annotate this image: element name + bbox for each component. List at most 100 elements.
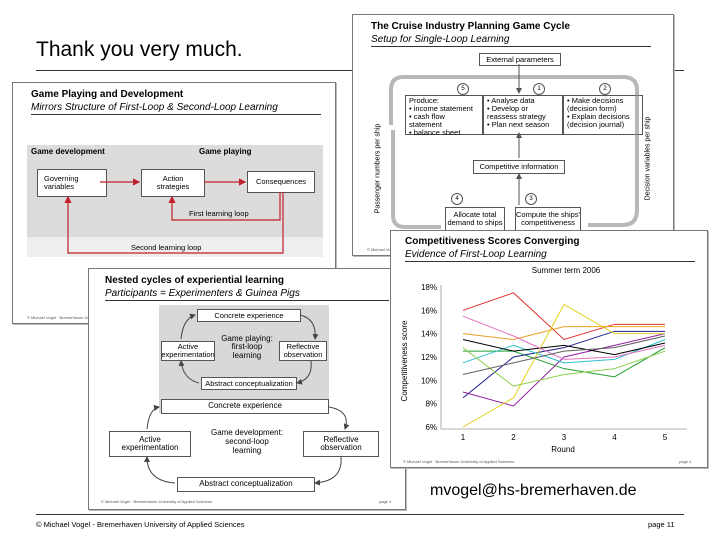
inner-concrete-box: Concrete experience (197, 309, 301, 322)
outer-abstract-box: Abstract conceptualization (177, 477, 315, 492)
chart-slide-title: Competitiveness Scores Converging (405, 236, 580, 247)
outer-active-box: Active experimentation (109, 431, 191, 457)
outer-center-line: Game development: (210, 428, 284, 437)
page-title: Thank you very much. (36, 38, 243, 61)
slide-cruise-cycle: The Cruise Industry Planning Game Cycle … (352, 14, 674, 256)
series-line-s6 (462, 339, 666, 364)
slide-competitiveness-chart: Competitiveness Scores Converging Eviden… (390, 230, 708, 468)
series-line-s4 (462, 330, 665, 399)
step-1-marker: 1 (533, 83, 545, 95)
governing-line: variables (44, 182, 75, 191)
cruise-subtitle: Setup for Single-Loop Learning (371, 34, 510, 45)
y-tick-label: 12% (421, 353, 437, 362)
outer-active-line: Active (139, 434, 161, 444)
outer-reflective-line: Reflective (323, 434, 359, 444)
chart-slide-subtitle: Evidence of First-Loop Learning (405, 249, 547, 260)
series-line-s9 (462, 315, 666, 360)
footer-right: page 11 (648, 520, 675, 529)
inner-active-line: experimentation (161, 350, 215, 359)
decide-item: (decision journal) (567, 119, 625, 129)
inner-center-line: learning (232, 350, 262, 360)
produce-box: Produce: • income statement • cash flow … (405, 95, 483, 137)
step-3-marker: 3 (525, 193, 537, 205)
second-loop-label: Second learning loop (131, 243, 202, 252)
contact-email[interactable]: mvogel@hs-bremerhaven.de (430, 482, 637, 499)
y-tick-label: 16% (421, 306, 437, 315)
series-line-s11 (462, 335, 666, 375)
chart-title: Summer term 2006 (532, 266, 601, 275)
compute-line: competitiveness (521, 218, 575, 227)
series-line-s2 (462, 326, 665, 341)
allocate-line: demand to ships (447, 218, 503, 227)
step-2-marker: 2 (599, 83, 611, 95)
y-tick-label: 18% (421, 283, 437, 292)
allocate-box: Allocate total demand to ships (445, 207, 505, 231)
outer-center-line: second-loop (225, 436, 269, 446)
y-tick-label: 14% (421, 330, 437, 339)
action-strategies-box: Action strategies (141, 169, 205, 197)
consequences-box: Consequences (247, 171, 315, 193)
competitive-information-box: Competitive information (473, 160, 565, 174)
first-loop-label: First learning loop (189, 209, 249, 218)
x-tick-label: 2 (511, 433, 516, 442)
inner-center-line: Game playing: (221, 334, 273, 343)
series-line-s1 (462, 292, 665, 341)
series-line-s8 (462, 339, 666, 356)
series-line-s5 (462, 333, 666, 407)
passenger-numbers-label: Passenger numbers per ship (374, 123, 382, 214)
inner-abstract-box: Abstract conceptualization (201, 377, 297, 390)
nested-page-tag: page 4 (379, 499, 392, 504)
x-tick-label: 3 (562, 433, 567, 442)
game-copyright: © Michael Vogel · Bremerhaven University… (27, 315, 139, 320)
produce-item: • balance sheet (409, 127, 461, 137)
step-5-marker: 5 (457, 83, 469, 95)
outer-reflective-line: observation (320, 443, 362, 452)
governing-line: Governing (44, 174, 79, 184)
inner-reflective-line: observation (283, 350, 323, 359)
footer-rule (36, 514, 684, 515)
analyse-item: • Plan next season (487, 119, 550, 129)
step-4-marker: 4 (451, 193, 463, 205)
compute-box: Compute the ships' competitiveness (515, 207, 581, 231)
governing-variables-box: Governing variables (37, 169, 107, 197)
nested-title: Nested cycles of experiential learning (105, 275, 284, 286)
line-chart: Summer term 2006 Competitiveness score R… (400, 266, 687, 454)
footer-left: © Michael Vogel - Bremerhaven University… (36, 520, 245, 529)
produce-item: • cash flow statement (409, 111, 445, 129)
slide-nested-cycles: Nested cycles of experiential learning P… (88, 268, 406, 510)
chart-page-tag: page 4 (679, 459, 692, 464)
action-line: strategies (156, 182, 190, 191)
x-tick-label: 1 (461, 433, 466, 442)
analyse-box: • Analyse data • Develop or reassess str… (483, 95, 563, 135)
outer-active-line: experimentation (121, 443, 179, 452)
x-tick-label: 5 (663, 433, 668, 442)
outer-center-text: Game development: second-loop learning (205, 428, 289, 455)
decide-box: • Make decisions (decision form) • Expla… (563, 95, 643, 135)
cruise-rule (371, 46, 651, 47)
action-line: Action (162, 174, 184, 184)
inner-active-box: Active experimentation (161, 341, 215, 361)
game-rule (31, 114, 321, 115)
inner-reflective-box: Reflective observation (279, 341, 327, 361)
inner-reflective-line: Reflective (286, 342, 320, 352)
cruise-arrows (389, 64, 639, 229)
inner-active-line: Active (177, 342, 199, 352)
game-subtitle: Mirrors Structure of First-Loop & Second… (31, 102, 278, 113)
nested-copyright: © Michael Vogel · Bremerhaven University… (101, 499, 213, 504)
y-tick-label: 6% (425, 423, 437, 432)
external-parameters-box: External parameters (479, 53, 561, 66)
series-line-s7 (462, 303, 665, 428)
game-development-label: Game development (31, 147, 105, 156)
outer-concrete-box: Concrete experience (161, 399, 329, 414)
chart-y-axis-label: Competitiveness score (400, 320, 409, 401)
outer-center-line: learning (232, 445, 262, 455)
cruise-title: The Cruise Industry Planning Game Cycle (371, 21, 570, 32)
decision-variables-label: Decision variables per ship (644, 116, 652, 201)
chart-copyright: © Michael Vogel · Bremerhaven University… (403, 459, 515, 464)
y-tick-label: 10% (421, 376, 437, 385)
chart-x-axis-label: Round (551, 445, 575, 454)
series-line-s10 (462, 347, 666, 387)
x-tick-label: 4 (612, 433, 617, 442)
nested-rule (105, 300, 389, 301)
y-tick-label: 8% (425, 400, 437, 409)
